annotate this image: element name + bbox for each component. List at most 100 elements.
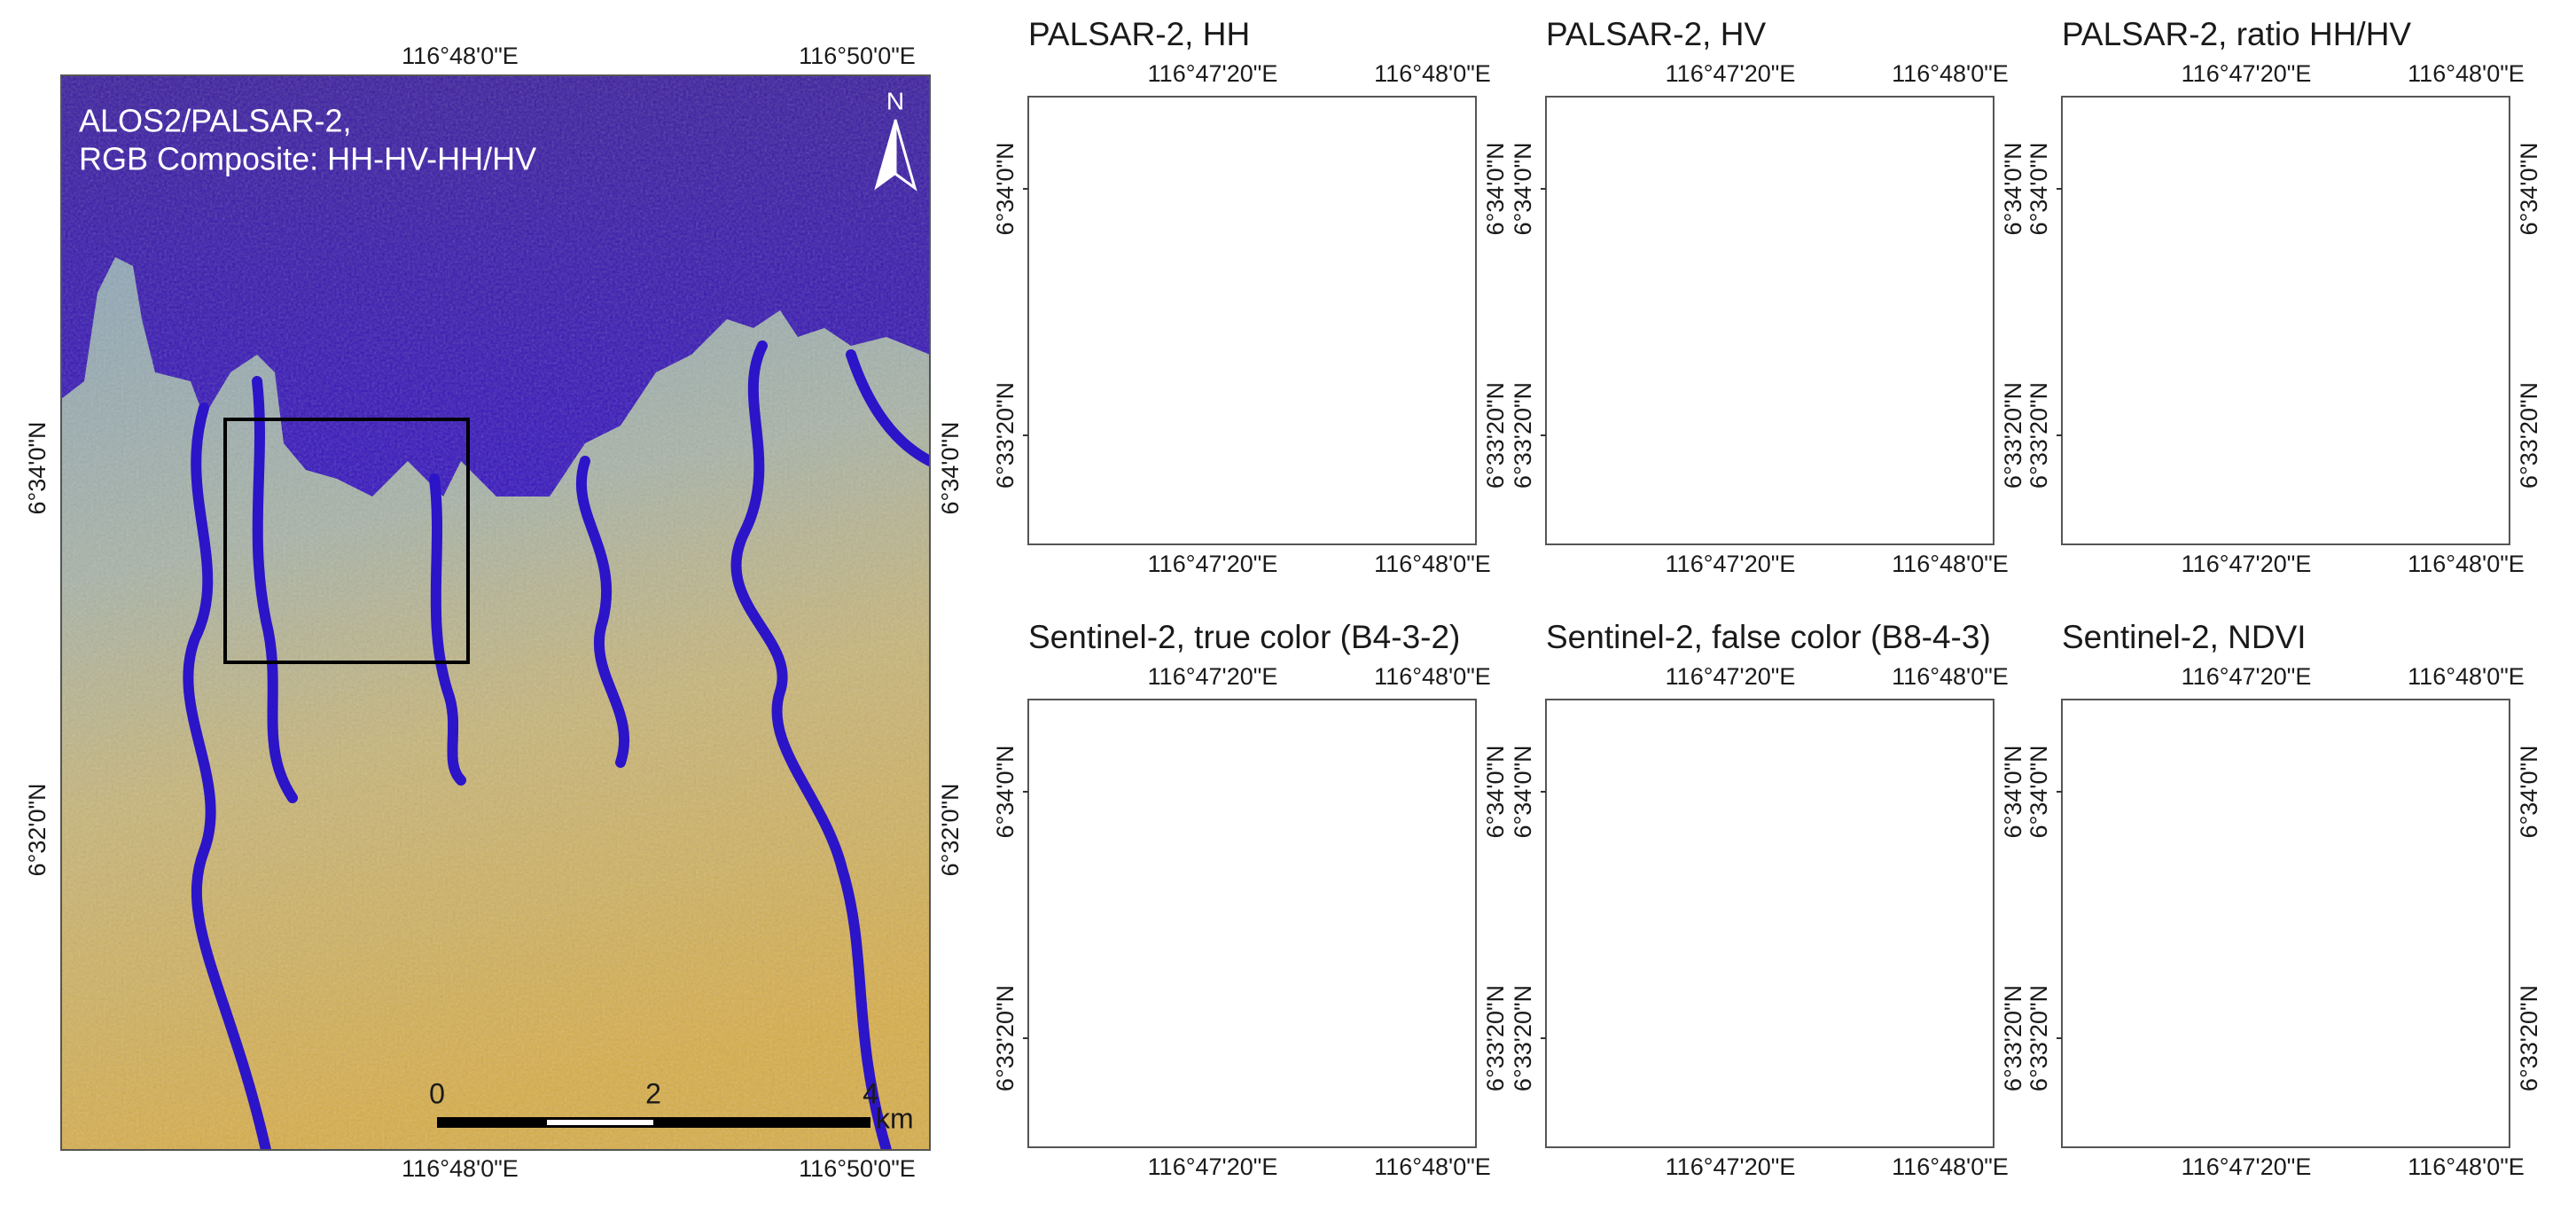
lat-label: 6°34'0"N: [2026, 745, 2052, 838]
panel-frame: [1027, 96, 1477, 545]
lon-label: 116°47'20"E: [2182, 663, 2312, 690]
river: [846, 349, 930, 466]
panel-frame: [1027, 699, 1477, 1148]
lon-label: 116°47'20"E: [1666, 551, 1796, 577]
lat-label: 6°32'0"N: [937, 783, 964, 876]
scale-label: 4: [863, 1077, 878, 1109]
lon-label: 116°48'0"E: [1892, 663, 2009, 690]
lon-label: 116°47'20"E: [2182, 1153, 2312, 1180]
water: [1028, 700, 1476, 886]
north-arrow: [894, 119, 917, 192]
inset-box: [223, 418, 470, 664]
left-channel: [1559, 735, 1608, 1147]
water: [1546, 700, 1994, 886]
lon-label: 116°48'0"E: [2408, 663, 2525, 690]
water: [1028, 97, 1476, 283]
creek: [2186, 247, 2328, 487]
panel-image: [1546, 700, 1994, 1147]
texture: [1028, 97, 1476, 544]
lon-label: 116°48'0"E: [1892, 1153, 2009, 1180]
panel-image: [1028, 97, 1476, 544]
lon-label: 116°48'0"E: [2408, 1153, 2525, 1180]
panel-title: Sentinel-2, true color (B4-3-2): [1028, 619, 1460, 655]
lowland: [1652, 1036, 1847, 1147]
panel-image: [2062, 97, 2510, 544]
texture: [1028, 700, 1476, 1147]
lat-label: 6°33'20"N: [2026, 985, 2052, 1091]
land: [1028, 97, 1476, 544]
panel-frame: [1545, 96, 1994, 545]
lon-label: 116°48'0"E: [1374, 551, 1491, 577]
panel-title: PALSAR-2, HH: [1028, 16, 1250, 52]
left-channel: [1042, 132, 1090, 544]
lon-label: 116°50'0"E: [799, 43, 916, 69]
lon-label: 116°47'20"E: [2182, 551, 2312, 577]
north-label: N: [886, 87, 904, 114]
water: [2062, 97, 2510, 283]
panel-frame: [2061, 96, 2510, 545]
land: [1028, 700, 1476, 1147]
lat-label: 6°33'20"N: [1482, 985, 1509, 1091]
lat-label: 6°34'0"N: [992, 142, 1019, 235]
lat-label: 6°34'0"N: [2000, 142, 2026, 235]
river: [252, 376, 298, 803]
lat-label: 6°34'0"N: [2026, 142, 2052, 235]
lon-label: 116°48'0"E: [1374, 1153, 1491, 1180]
panel-image: [1546, 97, 1994, 544]
scale-label: 2: [645, 1077, 661, 1109]
creek: [2186, 850, 2328, 1090]
lat-label: 6°34'0"N: [1482, 745, 1509, 838]
right-channel: [2471, 150, 2497, 544]
lat-label: 6°34'0"N: [2000, 745, 2026, 838]
left-channel: [2075, 735, 2124, 1147]
map-frame: [60, 74, 931, 1151]
scale-bar: [547, 1120, 653, 1125]
left-channel: [2075, 132, 2124, 544]
panel: Sentinel-2, NDVI 116°47'20"E 116°47'20"E 11…: [2026, 619, 2542, 1180]
lat-label: 6°34'0"N: [2516, 745, 2542, 838]
creek: [1670, 850, 1812, 1090]
lon-label: 116°48'0"E: [2408, 60, 2525, 87]
lon-label: 116°47'20"E: [1148, 60, 1278, 87]
panel-image: [1028, 700, 1476, 1147]
panel: PALSAR-2, HV 116°47'20"E 116°47'20"E 116°48…: [1510, 16, 2026, 577]
lon-label: 116°48'0"E: [1892, 60, 2009, 87]
lon-label: 116°47'20"E: [2182, 60, 2312, 87]
lowland: [1135, 1036, 1330, 1147]
lon-label: 116°48'0"E: [1374, 663, 1491, 690]
creek: [1152, 850, 1294, 1090]
lat-label: 6°33'20"N: [2516, 985, 2542, 1091]
lon-label: 116°48'0"E: [402, 43, 519, 69]
lat-label: 6°34'0"N: [1510, 142, 1536, 235]
lon-label: 116°50'0"E: [799, 1155, 916, 1182]
lon-label: 116°47'20"E: [1666, 1153, 1796, 1180]
panel-frame: [2061, 699, 2510, 1148]
lat-label: 6°34'0"N: [937, 421, 964, 514]
river: [575, 456, 630, 768]
lat-label: 6°33'20"N: [2000, 382, 2026, 489]
lon-label: 116°48'0"E: [1892, 551, 2009, 577]
texture: [1546, 97, 1994, 544]
right-channel: [2471, 753, 2497, 1147]
panel-title: PALSAR-2, ratio HH/HV: [2062, 16, 2411, 52]
lat-label: 6°32'0"N: [24, 783, 51, 876]
lat-label: 6°33'20"N: [1510, 985, 1536, 1091]
texture: [2062, 700, 2510, 1147]
map-title: RGB Composite: HH-HV-HH/HV: [79, 141, 536, 177]
lon-label: 116°48'0"E: [402, 1155, 519, 1182]
lat-label: 6°34'0"N: [1482, 142, 1509, 235]
lat-label: 6°33'20"N: [992, 382, 1019, 489]
left-channel: [1042, 735, 1090, 1147]
lat-label: 6°34'0"N: [992, 745, 1019, 838]
texture: [61, 75, 930, 1150]
land: [1546, 700, 1994, 1147]
lon-label: 116°47'20"E: [1148, 1153, 1278, 1180]
lon-label: 116°47'20"E: [1148, 663, 1278, 690]
right-channel: [1437, 150, 1464, 544]
lat-label: 6°34'0"N: [24, 421, 51, 514]
panel: PALSAR-2, ratio HH/HV 116°47'20"E 116°47'2…: [2026, 16, 2542, 577]
lon-label: 116°48'0"E: [1374, 60, 1491, 87]
lat-label: 6°34'0"N: [1510, 745, 1536, 838]
land: [1546, 97, 1994, 544]
